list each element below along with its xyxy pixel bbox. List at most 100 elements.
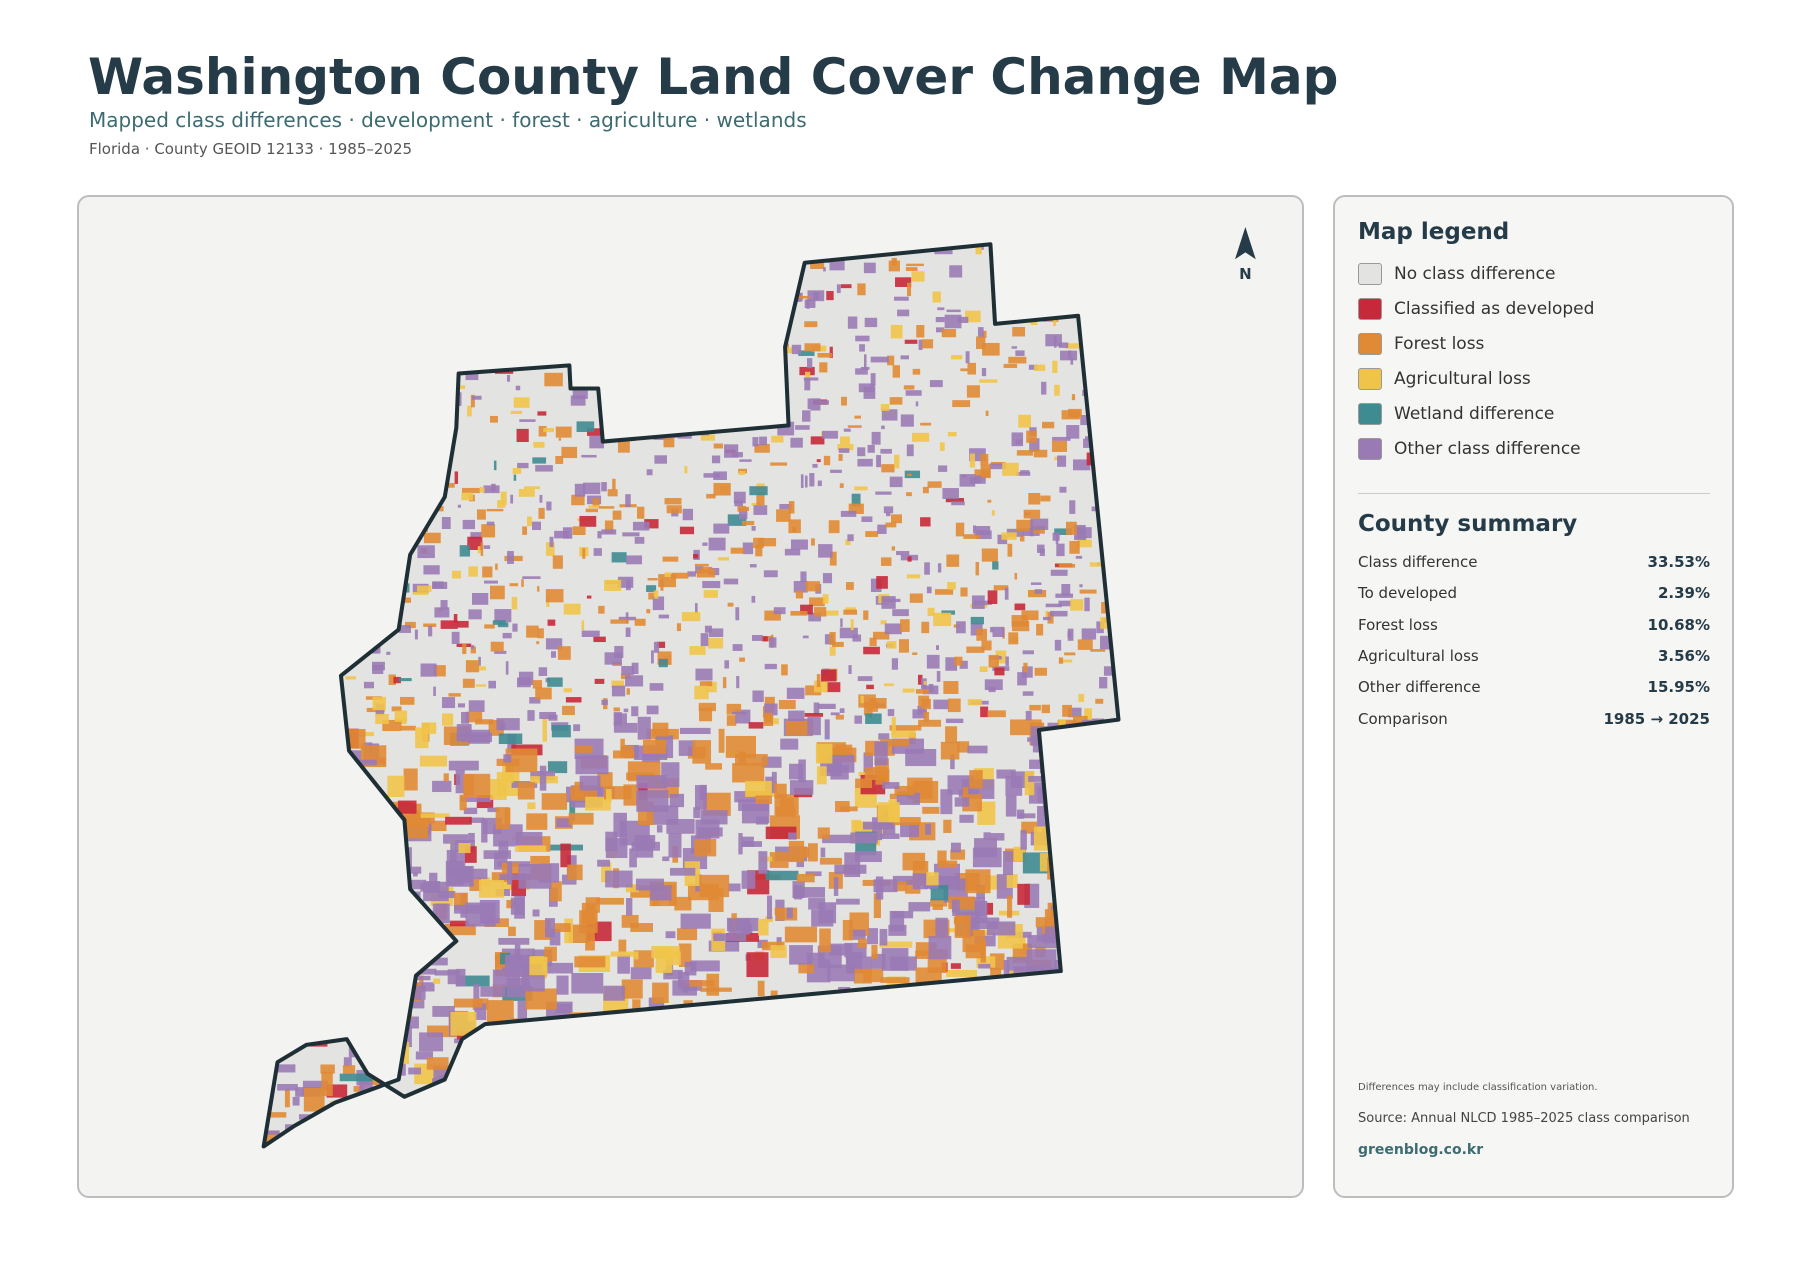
change-patch bbox=[911, 432, 930, 442]
change-patch bbox=[967, 994, 996, 1011]
change-patch bbox=[365, 525, 380, 535]
change-patch bbox=[324, 924, 334, 939]
change-patch bbox=[745, 780, 778, 797]
change-patch bbox=[969, 1001, 999, 1007]
change-patch bbox=[664, 572, 671, 577]
change-patch bbox=[551, 724, 571, 738]
change-patch bbox=[766, 316, 771, 329]
legend-swatch bbox=[1358, 298, 1382, 320]
summary-value: 3.56% bbox=[1657, 646, 1710, 665]
change-patch bbox=[855, 335, 870, 342]
change-patch bbox=[435, 409, 451, 421]
change-patch bbox=[680, 1031, 693, 1040]
change-patch bbox=[304, 478, 323, 492]
change-patch bbox=[1121, 1031, 1152, 1054]
change-patch bbox=[532, 909, 540, 917]
change-patch bbox=[318, 826, 334, 848]
change-patch bbox=[864, 767, 887, 781]
change-patch bbox=[872, 817, 883, 841]
change-patch bbox=[1089, 847, 1100, 866]
summary-value: 10.68% bbox=[1647, 615, 1710, 634]
change-patch bbox=[988, 654, 999, 668]
change-patch bbox=[747, 301, 758, 315]
change-patch bbox=[343, 1142, 377, 1147]
change-patch bbox=[611, 685, 626, 697]
change-patch bbox=[790, 539, 808, 550]
change-patch bbox=[668, 833, 682, 858]
change-patch bbox=[437, 1145, 460, 1147]
legend-swatch bbox=[1358, 438, 1382, 460]
change-patch bbox=[823, 267, 826, 272]
change-patch bbox=[597, 1028, 619, 1035]
change-patch bbox=[358, 460, 369, 463]
change-patch bbox=[524, 486, 541, 490]
change-patch bbox=[1075, 1040, 1099, 1057]
change-patch bbox=[395, 292, 399, 304]
change-patch bbox=[1065, 1024, 1077, 1036]
change-patch bbox=[854, 486, 868, 491]
change-patch bbox=[799, 366, 815, 376]
change-patch bbox=[505, 661, 509, 675]
change-patch bbox=[1114, 378, 1119, 392]
change-patch bbox=[408, 1111, 431, 1120]
change-patch bbox=[468, 832, 475, 843]
change-patch bbox=[713, 482, 731, 496]
change-patch bbox=[555, 455, 564, 464]
change-patch bbox=[1017, 883, 1030, 905]
change-patch bbox=[443, 773, 449, 782]
change-patch bbox=[649, 1078, 673, 1084]
change-patch bbox=[738, 507, 748, 520]
change-patch bbox=[391, 291, 407, 295]
change-patch bbox=[703, 792, 731, 816]
change-patch bbox=[915, 401, 919, 407]
change-patch bbox=[882, 782, 900, 789]
change-patch bbox=[934, 589, 954, 595]
change-patch bbox=[612, 510, 622, 520]
change-patch bbox=[648, 309, 661, 320]
change-patch bbox=[1073, 459, 1091, 471]
change-patch bbox=[462, 519, 476, 530]
change-patch bbox=[763, 715, 774, 726]
change-patch bbox=[274, 706, 282, 717]
change-patch bbox=[675, 1113, 696, 1137]
change-patch bbox=[695, 668, 713, 681]
change-patch bbox=[827, 964, 855, 982]
change-patch bbox=[320, 1064, 335, 1074]
change-patch bbox=[807, 717, 821, 736]
change-patch bbox=[271, 663, 278, 675]
summary-label: Comparison bbox=[1358, 709, 1448, 728]
change-patch bbox=[675, 1080, 703, 1097]
change-patch bbox=[940, 1045, 963, 1068]
change-patch bbox=[805, 1083, 813, 1108]
change-patch bbox=[941, 996, 956, 1011]
change-patch bbox=[650, 1055, 668, 1071]
change-patch bbox=[626, 688, 630, 695]
change-patch bbox=[681, 612, 701, 622]
change-patch bbox=[419, 1095, 448, 1102]
change-patch bbox=[795, 590, 804, 599]
change-patch bbox=[679, 1115, 707, 1140]
change-patch bbox=[1070, 934, 1102, 957]
change-patch bbox=[847, 316, 858, 329]
change-patch bbox=[960, 1111, 970, 1132]
change-patch bbox=[599, 268, 615, 275]
change-patch bbox=[810, 1143, 836, 1147]
change-patch bbox=[326, 638, 331, 645]
change-patch bbox=[678, 740, 696, 756]
change-patch bbox=[265, 447, 281, 455]
change-patch bbox=[416, 320, 427, 334]
change-patch bbox=[935, 645, 939, 651]
change-patch bbox=[433, 978, 441, 984]
change-patch bbox=[1015, 350, 1025, 356]
change-patch bbox=[1078, 997, 1101, 1022]
change-patch bbox=[365, 276, 373, 281]
change-patch bbox=[1087, 270, 1095, 275]
change-patch bbox=[672, 284, 685, 298]
change-patch bbox=[420, 663, 437, 677]
change-patch bbox=[538, 425, 547, 437]
change-patch bbox=[940, 741, 960, 760]
change-patch bbox=[514, 253, 519, 259]
change-patch bbox=[963, 534, 981, 539]
change-patch bbox=[748, 244, 759, 250]
